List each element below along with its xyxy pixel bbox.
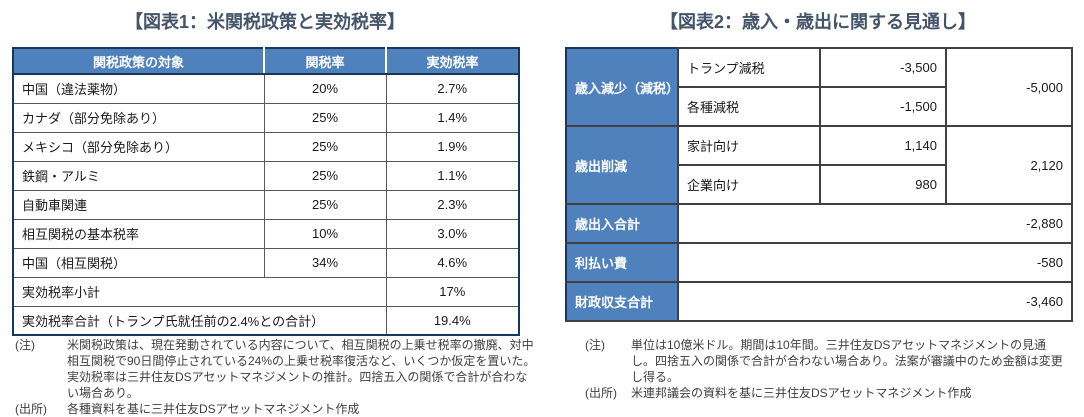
group-label-revenue-decrease: 歳入減少（減税） [566,48,679,127]
table-row: 企業向け 980 [566,164,1072,205]
figure2-panel: 【図表2：歳入・歳出に関する見通し】 歳入減少（減税） トランプ減税 -3,50… [542,0,1084,406]
effective-rate-value: 3.0% [385,218,520,249]
header-cell-tariff-rate: 関税率 [263,48,386,75]
row-label: 自動車関連 [12,189,265,220]
summary-label-interest-cost: 利払い費 [566,242,679,283]
source-text: 米連邦議会の資料を基に三井住友DSアセットマネジメント作成 [631,386,972,401]
table-row: 相互関税の基本税率 10% 3.0% [12,218,520,249]
note-label: (注) [15,338,35,352]
row-label: 相互関税の基本税率 [12,218,265,249]
summary-row: 利払い費 -580 [566,242,1073,283]
note-text: 単位は10億米ドル。期間は10年間。三井住友DSアセットマネジメントの見通し。四… [631,338,1063,385]
summary-label-fiscal-balance-total: 財政収支合計 [566,281,679,322]
item-name-cell: トランプ減税 [677,47,821,88]
note-label: (注) [585,338,605,352]
summary-label-net-total: 歳出入合計 [566,203,679,244]
tariff-rate-value: 25% [263,160,387,191]
table-row: 中国（違法薬物） 20% 2.7% [12,73,520,104]
group-label-spending-cuts: 歳出削減 [566,125,679,205]
table-row: 歳出削減 家計向け 1,140 2,120 [566,125,1073,205]
tariff-rate-value: 25% [263,102,387,133]
item-value-cell: 980 [819,164,947,205]
table-row: 自動車関連 25% 2.3% [12,189,520,220]
tariff-table: 関税政策の対象 関税率 実効税率 中国（違法薬物） 20% 2.7% カナダ（部… [12,47,520,336]
effective-rate-value: 4.6% [385,247,520,278]
row-label: メキシコ（部分免除あり） [12,131,265,162]
source-label: (出所) [15,402,47,417]
row-label: 中国（相互関税） [12,247,265,278]
table-row: 各種減税 -1,500 [566,86,1072,127]
tariff-table-header-row: 関税政策の対象 関税率 実効税率 [13,48,519,75]
effective-rate-value: 2.7% [385,73,520,104]
tariff-rate-value: 25% [263,189,387,220]
table-row: メキシコ（部分免除あり） 25% 1.9% [12,131,520,162]
subtotal-value: 17% [385,276,520,307]
note-text: 米関税政策は、現在発動されている内容について、相互関税の上乗せ税率の撤廃、対中相… [67,338,536,401]
figure2-title: 【図表2：歳入・歳出に関する見通し】 [659,12,976,32]
table-row: 鉄鋼・アルミ 25% 1.1% [12,160,520,191]
source-text: 各種資料を基に三井住友DSアセットマネジメント作成 [67,402,360,417]
figure1-notes: (注) 米関税政策は、現在発動されている内容について、相互関税の上乗せ税率の撤廃… [15,337,537,417]
effective-rate-value: 2.3% [385,189,520,220]
summary-row: 財政収支合計 -3,460 [566,281,1073,322]
effective-rate-value: 1.4% [385,102,520,133]
header-cell-effective-rate: 実効税率 [385,48,519,75]
tariff-rate-value: 34% [263,247,387,278]
group-subtotal-cell: 2,120 [945,125,1073,205]
table-row: カナダ（部分免除あり） 25% 1.4% [12,102,520,133]
effective-rate-value: 1.9% [385,131,520,162]
total-value: 19.4% [385,305,520,336]
tariff-rate-value: 10% [263,218,387,249]
tariff-rate-value: 25% [263,131,387,162]
item-name-cell: 企業向け [677,164,821,205]
item-value-cell: -1,500 [819,86,947,127]
outlook-table: 歳入減少（減税） トランプ減税 -3,500 -5,000 各種減税 -1,50… [565,47,1073,322]
row-label: 中国（違法薬物） [12,73,265,104]
summary-row: 歳出入合計 -2,880 [566,203,1073,244]
total-row: 実効税率合計（トランプ氏就任前の2.4%との合計） 19.4% [12,305,520,336]
tariff-rate-value: 20% [263,73,387,104]
summary-value-cell: -3,460 [677,281,1073,322]
table-row: 中国（相互関税） 34% 4.6% [12,247,520,278]
row-label: カナダ（部分免除あり） [12,102,265,133]
header-cell-policy-target: 関税政策の対象 [13,48,264,75]
summary-value-cell: -2,880 [677,203,1073,244]
row-label: 鉄鋼・アルミ [12,160,265,191]
subtotal-row: 実効税率小計 17% [12,276,520,307]
effective-rate-value: 1.1% [385,160,520,191]
table-row: 歳入減少（減税） トランプ減税 -3,500 -5,000 [566,47,1073,127]
item-name-cell: 家計向け [677,125,821,166]
figure1-title: 【図表1：米関税政策と実効税率】 [124,12,405,32]
source-label: (出所) [585,386,617,401]
item-name-cell: 各種減税 [677,86,821,127]
total-label: 実効税率合計（トランプ氏就任前の2.4%との合計） [12,305,387,336]
item-value-cell: -3,500 [819,47,947,88]
figure1-panel: 【図表1：米関税政策と実効税率】 関税政策の対象 関税率 実効税率 中国（違法薬… [0,0,542,416]
item-value-cell: 1,140 [819,125,947,166]
subtotal-label: 実効税率小計 [12,276,387,307]
figure2-notes: (注) 単位は10億米ドル。期間は10年間。三井住友DSアセットマネジメントの見… [585,337,1065,401]
group-subtotal-cell: -5,000 [945,47,1073,127]
summary-value-cell: -580 [677,242,1073,283]
